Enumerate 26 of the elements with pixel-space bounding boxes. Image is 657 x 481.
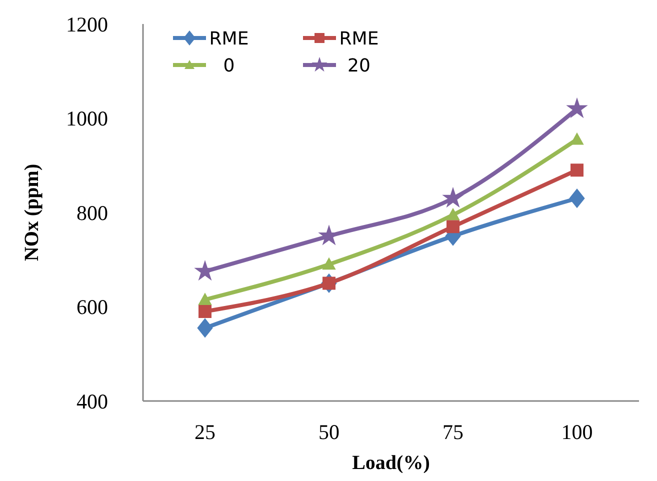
point: [198, 304, 212, 318]
legend-label: 0: [223, 55, 235, 76]
point: [322, 258, 336, 270]
y-tick-label: 1000: [66, 106, 108, 131]
y-tick-label: 600: [76, 295, 108, 320]
point: [446, 208, 460, 220]
point: [570, 164, 584, 177]
point: [569, 188, 585, 208]
x-tick-label: 25: [194, 420, 216, 444]
legend-label: 20: [348, 55, 370, 76]
y-tick-label: 400: [76, 389, 108, 414]
point: [443, 188, 463, 207]
point: [567, 98, 587, 118]
x-tick-label: 100: [561, 420, 593, 444]
point: [570, 132, 584, 145]
y-axis-title: NOx (ppm): [21, 164, 43, 262]
legend-label: RME: [339, 28, 379, 50]
y-tick-label: 800: [76, 200, 108, 225]
legend-label: RME: [209, 28, 249, 50]
x-axis-title: Load(%): [352, 452, 430, 474]
y-tick-label: 1200: [66, 12, 108, 36]
point: [198, 293, 212, 305]
x-tick-label: 50: [318, 420, 340, 444]
x-tick-label: 75: [442, 420, 464, 444]
point: [446, 220, 460, 234]
point: [197, 318, 213, 338]
